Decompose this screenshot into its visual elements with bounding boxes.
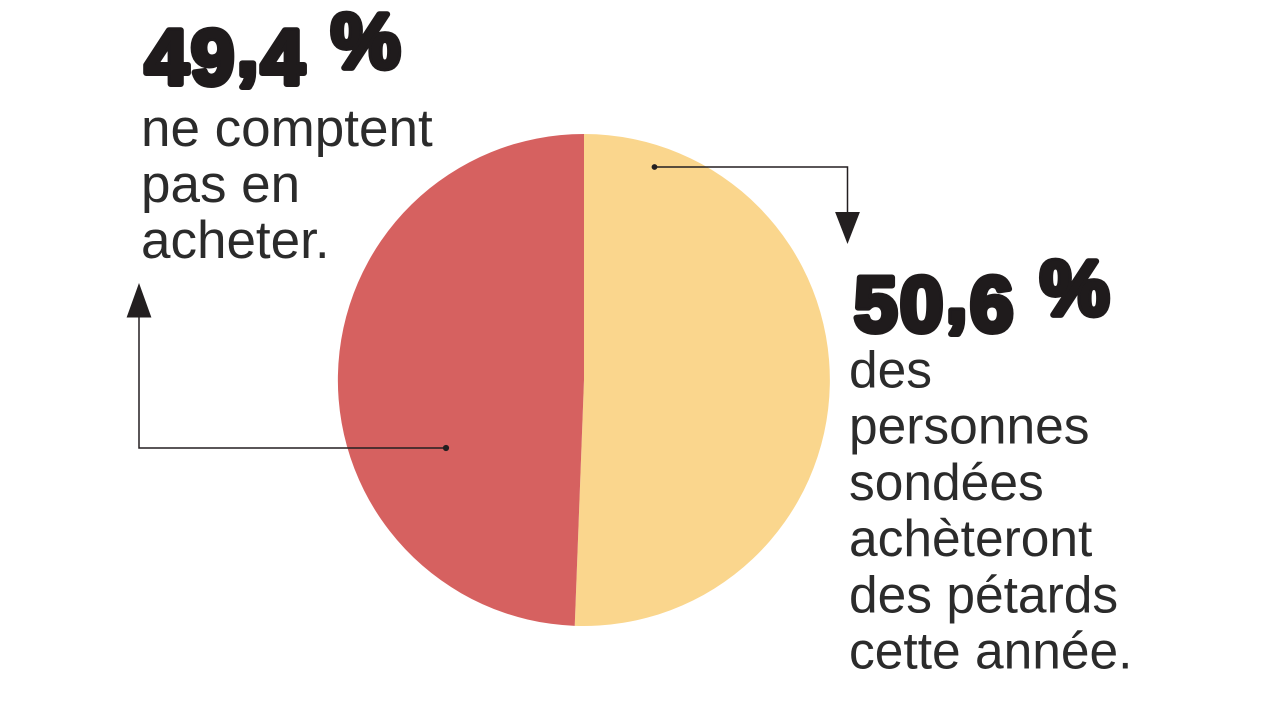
svg-text:sondées: sondées	[849, 453, 1044, 511]
svg-text:cette année.: cette année.	[849, 622, 1132, 680]
svg-text:pas en: pas en	[141, 155, 300, 214]
svg-text:acheter.: acheter.	[141, 211, 330, 270]
svg-text:des pétards: des pétards	[849, 566, 1118, 624]
svg-text:50,6 %: 50,6 %	[854, 244, 1112, 348]
svg-text:ne comptent: ne comptent	[141, 99, 433, 158]
svg-text:achèteront: achèteront	[849, 509, 1092, 567]
svg-text:personnes: personnes	[849, 397, 1090, 455]
svg-text:des: des	[849, 341, 932, 399]
